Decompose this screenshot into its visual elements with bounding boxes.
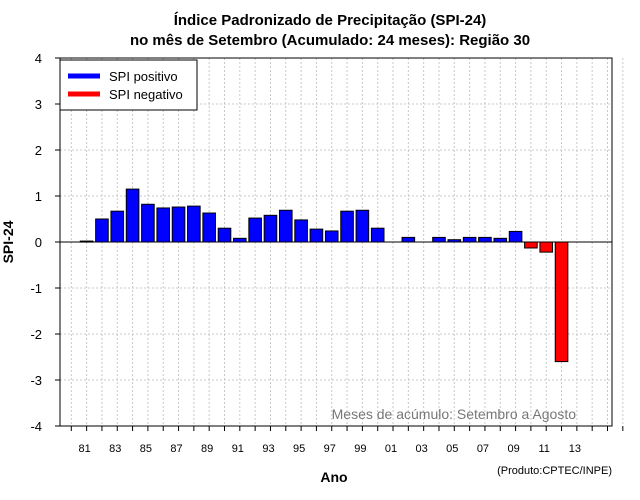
accumulation-note: Meses de acúmulo: Setembro a Agosto (332, 406, 577, 422)
x-axis-ticks: 81 83 85 87 89 91 93 95 97 99 01 03 05 07 09 11 13 (70, 426, 624, 455)
y-tick-label: -3 (30, 373, 42, 388)
x-tick-label: 93 (262, 443, 274, 455)
y-tick-label: 0 (35, 235, 42, 250)
chart-title-line2: no mês de Setembro (Acumulado: 24 meses)… (130, 32, 530, 49)
x-tick-label: 05 (446, 443, 458, 455)
bar-96 (309, 228, 324, 243)
x-tick-label: 89 (201, 443, 213, 455)
bar-10 (524, 241, 538, 249)
bar-95 (294, 219, 308, 243)
bar-85 (141, 203, 155, 243)
bar-90 (217, 227, 232, 243)
bar-91 (233, 237, 247, 243)
product-credit: (Produto:CPTEC/INPE) (497, 465, 612, 477)
x-tick-label: 85 (140, 443, 152, 455)
bar-99 (355, 209, 370, 243)
x-tick-label: 87 (170, 443, 182, 455)
x-tick-label: 13 (569, 443, 581, 455)
y-tick-label: 1 (35, 189, 42, 204)
legend-box (59, 59, 198, 111)
bar-06 (462, 236, 477, 243)
x-tick-label: 07 (477, 443, 489, 455)
bar-04 (432, 236, 446, 243)
bar-00 (370, 227, 385, 243)
bar-92 (248, 217, 262, 243)
bar-94 (278, 209, 293, 243)
bar-87 (171, 206, 186, 243)
bar-08 (493, 237, 508, 243)
bar-12 (554, 241, 569, 363)
y-tick-label: -2 (30, 327, 42, 342)
legend-label-positive: SPI positivo (109, 69, 178, 84)
legend: SPI positivo SPI negativo (59, 59, 198, 111)
bar-82 (95, 218, 109, 243)
x-tick-label: 83 (109, 443, 121, 455)
x-tick-label: 01 (385, 443, 397, 455)
y-axis-ticks: -4 -3 -2 -1 0 1 2 3 4 (30, 51, 60, 434)
bar-98 (340, 210, 354, 243)
bar-series (79, 188, 569, 363)
bar-83 (110, 210, 125, 243)
legend-label-negative: SPI negativo (109, 87, 183, 102)
bar-89 (202, 212, 216, 243)
bar-86 (156, 207, 171, 243)
x-tick-label: 81 (78, 443, 90, 455)
y-tick-label: -1 (30, 281, 42, 296)
y-tick-label: 3 (35, 97, 42, 112)
x-tick-label: 99 (354, 443, 366, 455)
bar-09 (508, 230, 523, 243)
y-tick-label: -4 (30, 419, 42, 434)
y-axis-label: SPI-24 (0, 220, 16, 263)
x-tick-label: 97 (324, 443, 336, 455)
bar-07 (478, 236, 492, 243)
x-tick-label: 03 (416, 443, 428, 455)
bar-88 (187, 205, 201, 243)
bar-84 (125, 188, 140, 243)
x-tick-label: 91 (232, 443, 244, 455)
y-tick-label: 4 (35, 51, 42, 66)
x-tick-label: 95 (293, 443, 305, 455)
x-tick-label: 09 (507, 443, 519, 455)
bar-02 (401, 236, 416, 243)
bar-93 (263, 214, 278, 243)
chart-title-line1: Índice Padronizado de Precipitação (SPI-… (174, 12, 487, 29)
bar-97 (324, 230, 339, 243)
y-tick-label: 2 (35, 143, 42, 158)
x-axis-label: Ano (320, 469, 347, 485)
bar-11 (539, 241, 554, 253)
x-tick-label: 11 (539, 443, 550, 455)
